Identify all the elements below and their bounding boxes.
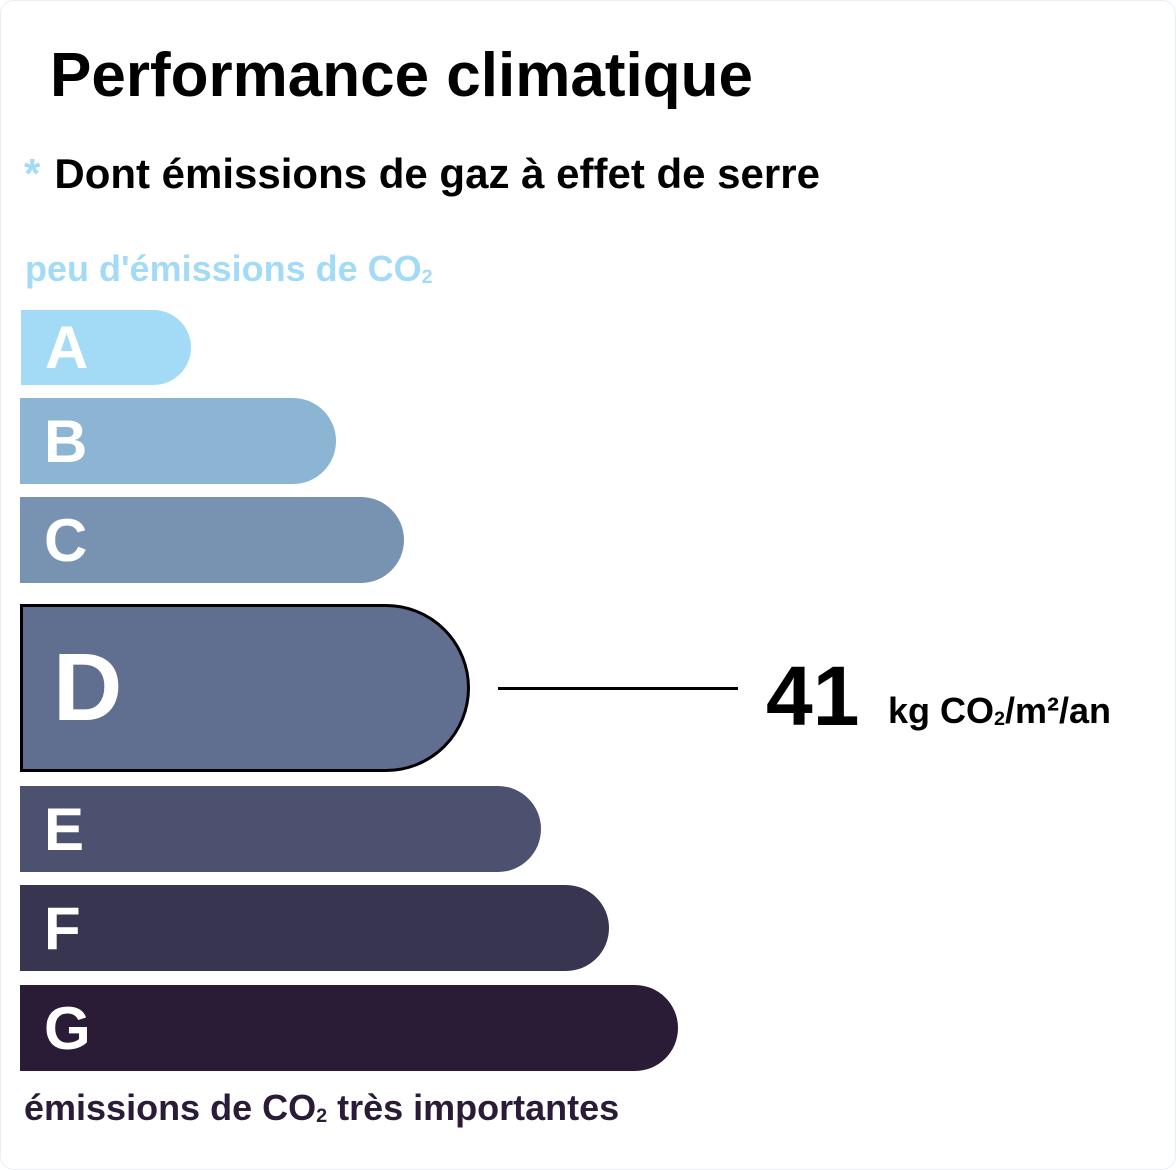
unit-post: /m²/an bbox=[1005, 690, 1112, 731]
class-bar-c: C bbox=[20, 497, 404, 583]
label-subtitle: * Dont émissions de gaz à effet de serre bbox=[24, 150, 820, 198]
label-title: Performance climatique bbox=[50, 41, 753, 110]
class-letter: E bbox=[44, 795, 85, 863]
class-letter: F bbox=[44, 894, 81, 962]
emission-value: 41 bbox=[766, 649, 860, 743]
class-bar-e: E bbox=[20, 786, 541, 872]
pointer-line bbox=[498, 687, 738, 690]
low-emissions-label: peu d'émissions de CO2 bbox=[25, 248, 433, 290]
class-bar-f: F bbox=[20, 885, 609, 971]
class-bar-a: A bbox=[21, 310, 191, 385]
class-letter: G bbox=[44, 994, 91, 1062]
class-letter: C bbox=[44, 506, 88, 574]
unit-pre: kg CO bbox=[888, 690, 995, 731]
high-emissions-text-end: très importantes bbox=[327, 1087, 620, 1128]
asterisk-marker: * bbox=[24, 150, 41, 197]
class-bar-d: D bbox=[20, 604, 470, 772]
high-emissions-label: émissions de CO2 très importantes bbox=[24, 1087, 619, 1129]
class-bar-b: B bbox=[20, 398, 336, 484]
class-bar-g: G bbox=[20, 985, 678, 1071]
subscript: 2 bbox=[316, 1104, 328, 1127]
emission-unit: kg CO2/m²/an bbox=[888, 690, 1111, 732]
subscript: 2 bbox=[421, 265, 433, 288]
unit-sub: 2 bbox=[994, 707, 1006, 730]
class-letter: D bbox=[53, 634, 123, 741]
low-emissions-text: peu d'émissions de CO bbox=[25, 248, 422, 289]
subtitle-text: Dont émissions de gaz à effet de serre bbox=[54, 150, 820, 197]
high-emissions-text: émissions de CO bbox=[24, 1087, 317, 1128]
class-letter: A bbox=[45, 314, 89, 381]
class-letter: B bbox=[44, 407, 88, 475]
